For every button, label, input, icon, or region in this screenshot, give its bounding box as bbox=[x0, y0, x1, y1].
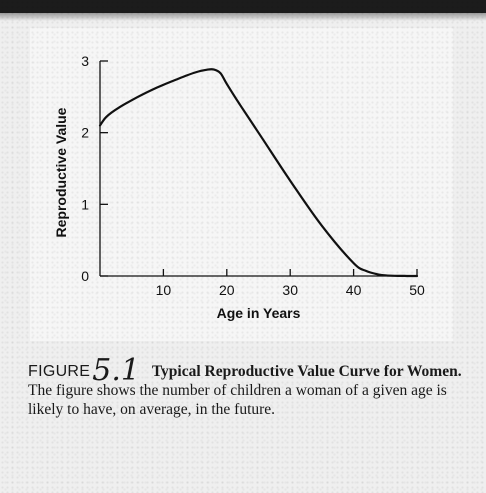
x-tick-label: 10 bbox=[156, 282, 172, 298]
x-tick-label: 20 bbox=[219, 282, 235, 298]
scan-shadow bbox=[0, 13, 486, 21]
y-tick-label: 1 bbox=[81, 196, 89, 212]
axes bbox=[99, 61, 417, 277]
y-axis-label: Reproductive Value bbox=[53, 107, 69, 237]
y-tick-label: 2 bbox=[81, 125, 89, 141]
caption-title: Typical Reproductive Value Curve for Wom… bbox=[151, 363, 462, 380]
figure-caption: FIGURE5.1 Typical Reproductive Value Cur… bbox=[28, 356, 468, 419]
reproductive-value-chart: 0 1 2 3 10 20 30 40 50 Age in Years Reproductive… bbox=[53, 53, 425, 321]
figure-label: FIGURE bbox=[28, 363, 91, 380]
scan-top-border bbox=[0, 0, 486, 13]
x-axis-label: Age in Years bbox=[217, 305, 301, 321]
x-tick-label: 40 bbox=[346, 282, 362, 298]
series-line-reproductive-value bbox=[98, 68, 419, 278]
y-tick-label: 0 bbox=[81, 268, 89, 284]
y-tick-label: 3 bbox=[81, 53, 89, 69]
figure-number: 5.1 bbox=[92, 353, 140, 388]
caption-text: The figure shows the number of children … bbox=[28, 382, 447, 418]
tick-group: 0 1 2 3 10 20 30 40 50 bbox=[81, 53, 425, 298]
chart-panel: 0 1 2 3 10 20 30 40 50 Age in Years Reproductive… bbox=[30, 28, 453, 341]
x-tick-label: 30 bbox=[282, 282, 298, 298]
x-tick-label: 50 bbox=[409, 282, 425, 298]
